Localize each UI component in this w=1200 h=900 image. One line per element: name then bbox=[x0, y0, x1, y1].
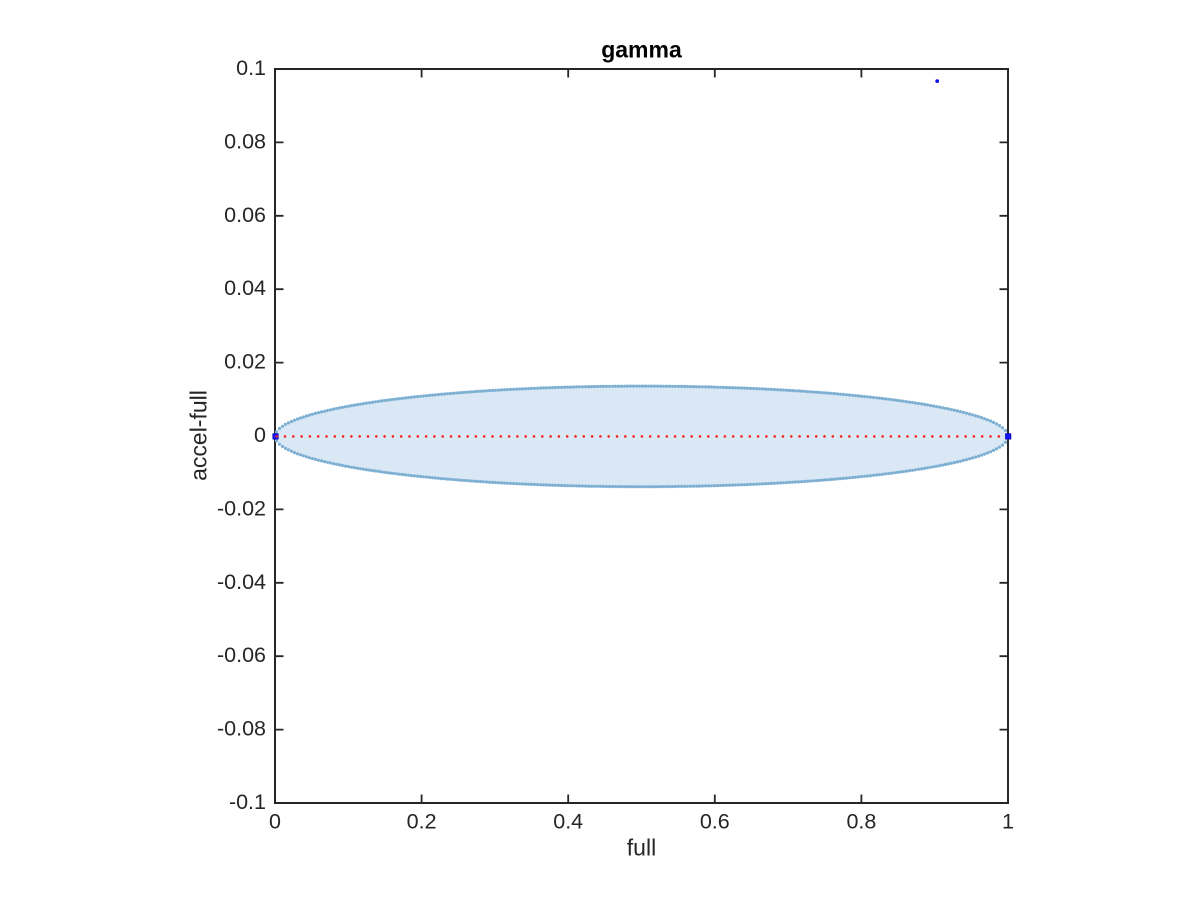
svg-text:-0.04: -0.04 bbox=[217, 570, 266, 594]
svg-text:0.8: 0.8 bbox=[846, 810, 876, 834]
svg-text:0: 0 bbox=[269, 810, 281, 834]
svg-text:1: 1 bbox=[1002, 810, 1014, 834]
svg-text:0.02: 0.02 bbox=[224, 350, 266, 374]
svg-text:-0.1: -0.1 bbox=[229, 790, 266, 814]
svg-text:0.08: 0.08 bbox=[224, 129, 266, 153]
svg-text:accel-full: accel-full bbox=[186, 390, 212, 481]
svg-text:-0.08: -0.08 bbox=[217, 717, 266, 741]
svg-text:0.1: 0.1 bbox=[236, 56, 266, 80]
svg-text:full: full bbox=[627, 835, 656, 861]
svg-text:gamma: gamma bbox=[601, 37, 682, 63]
svg-text:0: 0 bbox=[254, 423, 266, 447]
svg-text:0.04: 0.04 bbox=[224, 276, 266, 300]
svg-text:0.06: 0.06 bbox=[224, 203, 266, 227]
svg-text:0.6: 0.6 bbox=[700, 810, 730, 834]
svg-text:-0.06: -0.06 bbox=[217, 643, 266, 667]
svg-text:0.4: 0.4 bbox=[553, 810, 583, 834]
svg-text:-0.02: -0.02 bbox=[217, 496, 266, 520]
svg-text:0.2: 0.2 bbox=[407, 810, 437, 834]
